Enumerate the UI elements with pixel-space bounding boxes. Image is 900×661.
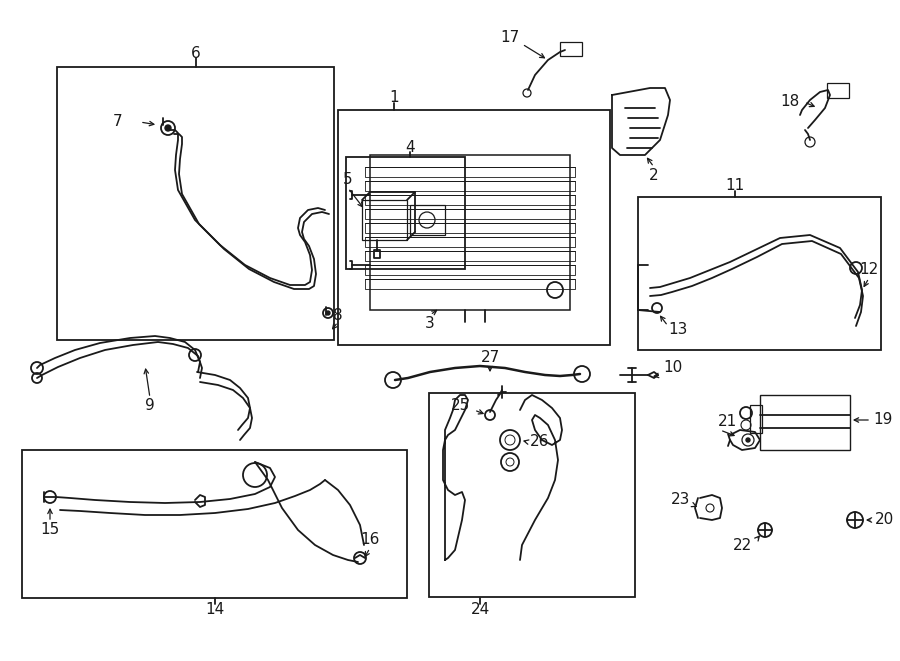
Text: 24: 24 (471, 602, 490, 617)
Text: 5: 5 (343, 173, 353, 188)
Bar (365, 181, 575, 191)
Text: 8: 8 (333, 307, 343, 323)
Text: 26: 26 (530, 434, 549, 449)
Bar (760, 395, 850, 450)
Text: 4: 4 (405, 139, 415, 155)
Text: 22: 22 (733, 537, 752, 553)
Text: 25: 25 (451, 397, 470, 412)
Text: 7: 7 (113, 114, 122, 130)
Text: 10: 10 (663, 360, 682, 375)
Circle shape (165, 125, 171, 131)
Text: 17: 17 (500, 30, 519, 46)
Bar (370, 155, 570, 310)
Circle shape (746, 438, 750, 442)
Bar (57, 67, 334, 340)
Text: 9: 9 (145, 397, 155, 412)
Text: 23: 23 (670, 492, 690, 508)
Text: 18: 18 (781, 95, 800, 110)
Bar (362, 200, 407, 240)
Bar (750, 405, 762, 433)
Bar (560, 42, 582, 56)
Bar (365, 223, 575, 233)
Bar (365, 167, 575, 177)
Bar (827, 83, 849, 98)
Bar (365, 265, 575, 275)
Text: 20: 20 (875, 512, 895, 527)
Bar (410, 205, 445, 235)
Bar (365, 251, 575, 261)
Text: 13: 13 (669, 323, 688, 338)
Text: 1: 1 (389, 89, 399, 104)
Text: 11: 11 (725, 178, 744, 192)
Text: 27: 27 (481, 350, 500, 366)
Text: 15: 15 (40, 522, 59, 537)
Bar (365, 279, 575, 289)
Bar (365, 209, 575, 219)
Circle shape (326, 311, 330, 315)
Text: 12: 12 (860, 262, 878, 278)
Bar (429, 393, 635, 597)
Text: 2: 2 (649, 167, 659, 182)
Bar (22, 450, 407, 598)
Text: 16: 16 (360, 533, 380, 547)
Text: 14: 14 (205, 602, 225, 617)
Bar (365, 237, 575, 247)
Text: 19: 19 (873, 412, 893, 428)
Text: 21: 21 (718, 414, 737, 430)
Bar (338, 110, 610, 345)
Bar (346, 157, 465, 269)
Text: 3: 3 (425, 315, 435, 330)
Text: 6: 6 (191, 46, 201, 61)
Bar (365, 195, 575, 205)
Bar (638, 197, 881, 350)
